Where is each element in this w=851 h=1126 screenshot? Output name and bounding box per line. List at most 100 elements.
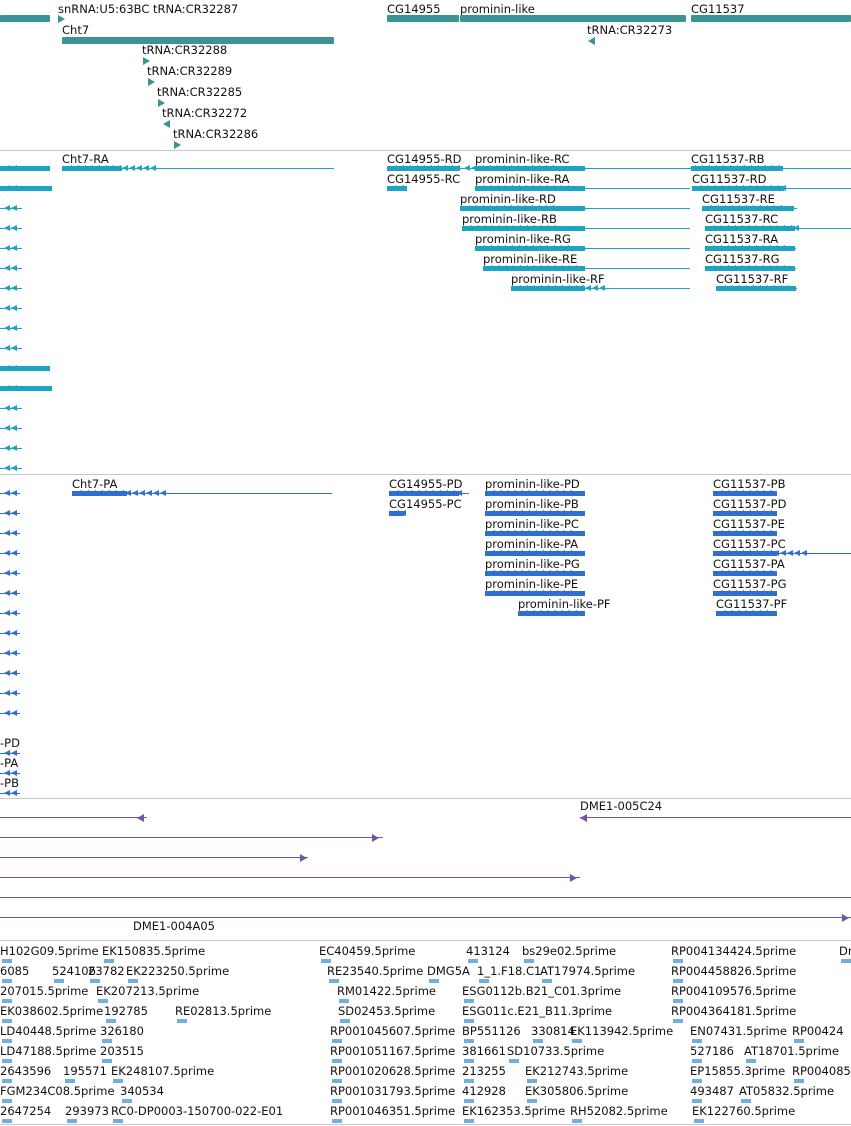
est-label[interactable]: bs29e02.5prime bbox=[522, 944, 617, 958]
est-mark bbox=[464, 999, 474, 1003]
est-label[interactable]: EK038602.5prime bbox=[0, 1004, 104, 1018]
est-label[interactable]: EC40459.5prime bbox=[319, 944, 416, 958]
est-label[interactable]: RP00424 bbox=[792, 1024, 844, 1038]
est-label[interactable]: 207015.5prime bbox=[0, 984, 89, 998]
est-label[interactable]: RP004134424.5prime bbox=[671, 944, 797, 958]
est-label[interactable]: 326180 bbox=[100, 1024, 144, 1038]
est-mark bbox=[67, 1119, 77, 1123]
feature-bar bbox=[713, 571, 777, 576]
feature-line bbox=[0, 713, 20, 714]
est-label[interactable]: RP001046351.5prime bbox=[330, 1104, 456, 1118]
est-label[interactable]: 2643596 bbox=[0, 1064, 52, 1078]
feature-line bbox=[0, 673, 20, 674]
est-label[interactable]: SD02453.5prime bbox=[338, 1004, 436, 1018]
est-label[interactable]: AT17974.5prime bbox=[540, 964, 636, 978]
est-label[interactable]: EK162353.5prime bbox=[462, 1104, 566, 1118]
feature-label: tRNA:CR32272 bbox=[162, 106, 248, 120]
exon-mark bbox=[793, 225, 799, 231]
est-label[interactable]: EN07431.5prime bbox=[690, 1024, 787, 1038]
exon-mark bbox=[4, 465, 10, 471]
est-label[interactable]: 524106 bbox=[52, 964, 96, 978]
est-label[interactable]: ESG0112b.B21_C01.3prime bbox=[462, 984, 622, 998]
feature-bar bbox=[716, 611, 777, 616]
est-label[interactable]: EP15855.3prime bbox=[690, 1064, 786, 1078]
est-label[interactable]: EK248107.5prime bbox=[111, 1064, 215, 1078]
feature-bar bbox=[0, 186, 52, 191]
exon-mark bbox=[132, 490, 138, 496]
feature-line bbox=[580, 817, 851, 818]
est-mark bbox=[524, 959, 534, 963]
arrow-icon bbox=[372, 834, 379, 842]
est-label[interactable]: RP001020628.5prime bbox=[330, 1064, 456, 1078]
feature-bar bbox=[0, 366, 50, 371]
est-label[interactable]: 203515 bbox=[100, 1044, 144, 1058]
est-label[interactable]: Dr bbox=[839, 944, 851, 958]
est-label[interactable]: EK207213.5prime bbox=[96, 984, 200, 998]
feature-line bbox=[0, 837, 383, 838]
est-label[interactable]: AT05832.5prime bbox=[739, 1084, 835, 1098]
feature-label: prominin-like-PE bbox=[485, 577, 579, 591]
est-label[interactable]: 412928 bbox=[462, 1084, 506, 1098]
feature-label: Cht7-RA bbox=[62, 152, 109, 166]
est-label[interactable]: 1_1.F18.C1 bbox=[477, 964, 542, 978]
feature-bar bbox=[475, 246, 585, 251]
est-label[interactable]: 23782 bbox=[88, 964, 125, 978]
est-label[interactable]: 330814 bbox=[531, 1024, 575, 1038]
exon-mark bbox=[11, 710, 17, 716]
est-label[interactable]: 381661 bbox=[462, 1044, 506, 1058]
est-label[interactable]: FGM234C08.5prime bbox=[0, 1084, 115, 1098]
est-label[interactable]: SD10733.5prime bbox=[507, 1044, 605, 1058]
est-label[interactable]: EK113942.5prime bbox=[570, 1024, 674, 1038]
exon-mark bbox=[11, 305, 17, 311]
feature-bar bbox=[518, 611, 585, 616]
est-label[interactable]: 2647254 bbox=[0, 1104, 52, 1118]
est-label[interactable]: RP004109576.5prime bbox=[671, 984, 797, 998]
est-label[interactable]: LD47188.5prime bbox=[0, 1044, 97, 1058]
est-label[interactable]: 527186 bbox=[690, 1044, 734, 1058]
track-divider bbox=[0, 1124, 851, 1125]
est-label[interactable]: 6085 bbox=[0, 964, 30, 978]
arrow-icon bbox=[148, 78, 155, 86]
feature-line bbox=[0, 793, 20, 794]
est-label[interactable]: H102G09.5prime bbox=[0, 944, 99, 958]
est-label[interactable]: 213255 bbox=[462, 1064, 506, 1078]
exon-mark bbox=[585, 285, 591, 291]
est-label[interactable]: 413124 bbox=[466, 944, 510, 958]
est-label[interactable]: 340534 bbox=[120, 1084, 164, 1098]
est-label[interactable]: LD40448.5prime bbox=[0, 1024, 97, 1038]
est-label[interactable]: EK212743.5prime bbox=[525, 1064, 629, 1078]
est-label[interactable]: EK305806.5prime bbox=[525, 1084, 629, 1098]
est-label[interactable]: 195571 bbox=[63, 1064, 107, 1078]
est-label[interactable]: AT18701.5prime bbox=[744, 1044, 840, 1058]
feature-label: -PB bbox=[0, 776, 19, 790]
feature-label: CG11537-RA bbox=[705, 232, 779, 246]
est-label[interactable]: RP004364181.5prime bbox=[671, 1004, 797, 1018]
est-label[interactable]: 293973 bbox=[65, 1104, 109, 1118]
feature-label: DME1-004A05 bbox=[133, 919, 215, 933]
est-label[interactable]: RP001045607.5prime bbox=[330, 1024, 456, 1038]
track-divider bbox=[0, 150, 851, 151]
est-label[interactable]: RP004458826.5prime bbox=[671, 964, 797, 978]
feature-line bbox=[0, 593, 20, 594]
est-label[interactable]: RC0-DP0003-150700-022-E01 bbox=[111, 1104, 284, 1118]
arrow-icon bbox=[163, 120, 170, 128]
est-label[interactable]: RP001031793.5prime bbox=[330, 1084, 456, 1098]
est-label[interactable]: 493487 bbox=[690, 1084, 734, 1098]
feature-label: CG11537-PE bbox=[713, 517, 785, 531]
probe-track: DME1-005C24 DME1-004A05 bbox=[0, 798, 851, 940]
est-label[interactable]: RE02813.5prime bbox=[175, 1004, 272, 1018]
est-label[interactable]: 192785 bbox=[104, 1004, 148, 1018]
est-label[interactable]: RE23540.5prime bbox=[327, 964, 424, 978]
est-label[interactable]: DMG5A bbox=[427, 964, 470, 978]
est-label[interactable]: RP001051167.5prime bbox=[330, 1044, 456, 1058]
est-label[interactable]: RH52082.5prime bbox=[570, 1104, 668, 1118]
est-label[interactable]: RP004085 bbox=[792, 1064, 851, 1078]
est-label[interactable]: EK150835.5prime bbox=[102, 944, 206, 958]
feature-bar bbox=[0, 386, 52, 391]
est-label[interactable]: EK122760.5prime bbox=[692, 1104, 796, 1118]
est-label[interactable]: EK223250.5prime bbox=[126, 964, 230, 978]
est-label[interactable]: ESG011c.E21_B11.3prime bbox=[462, 1004, 613, 1018]
exon-mark bbox=[11, 465, 17, 471]
est-label[interactable]: RM01422.5prime bbox=[337, 984, 436, 998]
est-label[interactable]: BP551126 bbox=[462, 1024, 521, 1038]
